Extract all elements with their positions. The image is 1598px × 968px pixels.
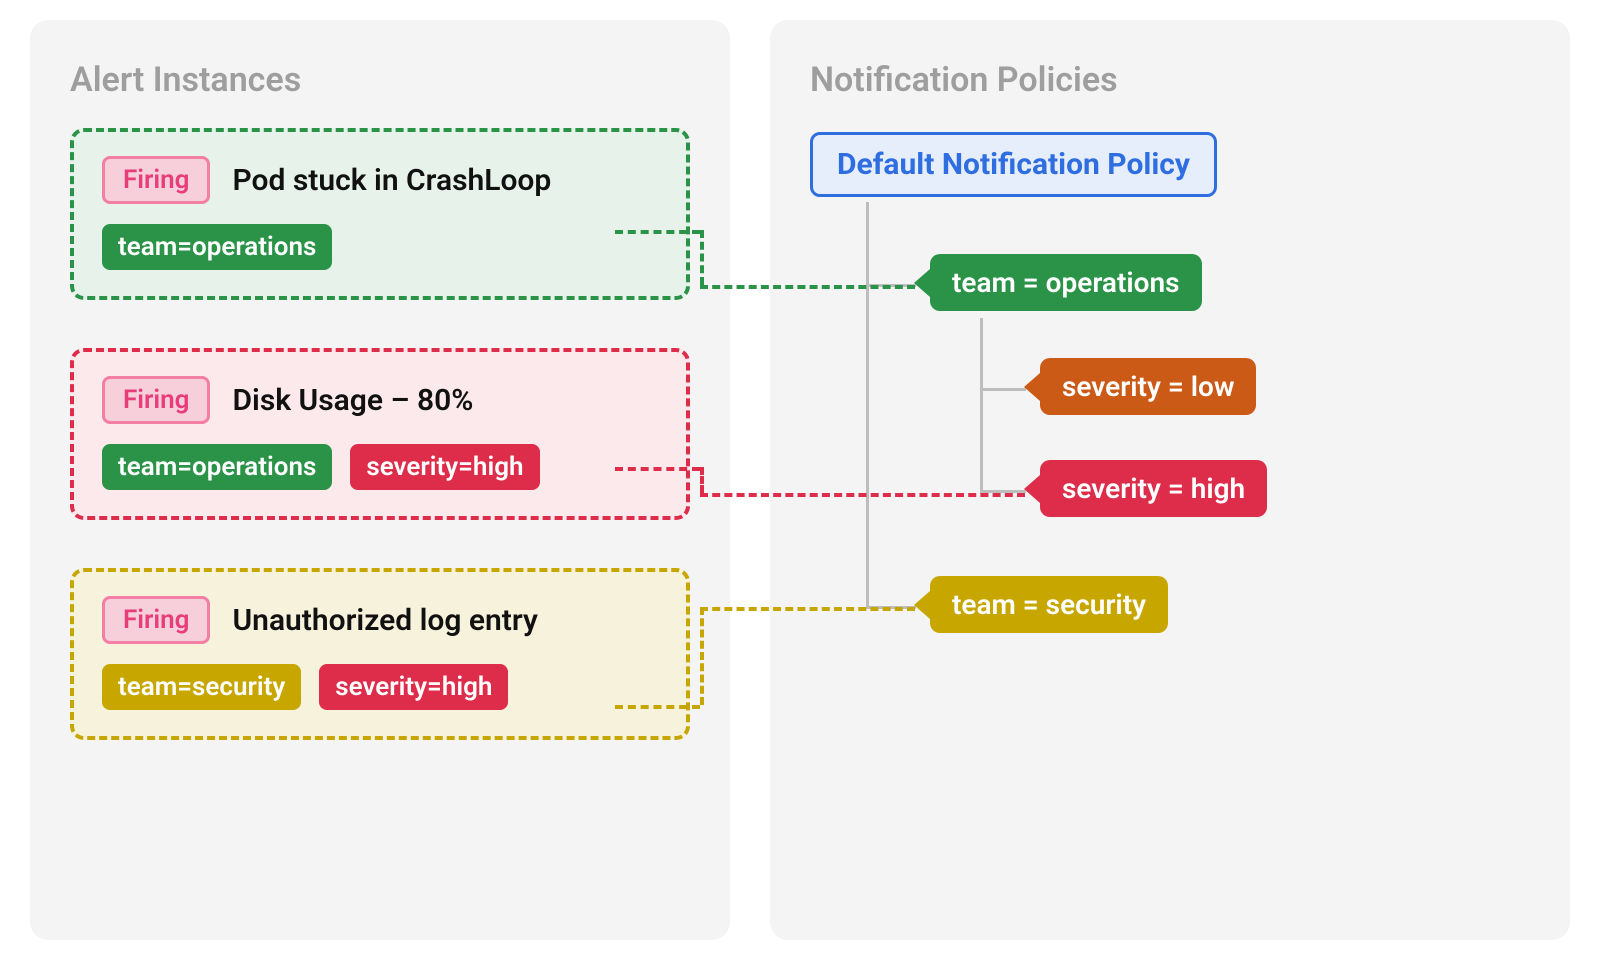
alert-title: Pod stuck in CrashLoop	[232, 163, 551, 198]
alert-instances-panel: Alert Instances Firing Pod stuck in Crash…	[30, 20, 730, 940]
tree-connector	[980, 388, 1026, 391]
alert-instances-title: Alert Instances	[70, 60, 690, 100]
alert-tag: severity=high	[319, 664, 508, 710]
alert-tag: team=operations	[102, 444, 332, 490]
alert-tag: team=security	[102, 664, 301, 710]
alert-card: Firing Unauthorized log entry team=securit…	[70, 568, 690, 740]
alert-card: Firing Disk Usage – 80% team=operations sev…	[70, 348, 690, 520]
alert-title: Disk Usage – 80%	[232, 383, 473, 418]
alert-tag: severity=high	[350, 444, 539, 490]
tree-connector	[866, 606, 916, 609]
tree-connector	[866, 202, 869, 608]
tree-connector	[866, 284, 916, 287]
firing-badge: Firing	[102, 376, 210, 424]
tree-connector	[980, 490, 1026, 493]
notification-policies-title: Notification Policies	[810, 60, 1530, 100]
default-policy-node: Default Notification Policy	[810, 132, 1217, 197]
alert-title: Unauthorized log entry	[232, 603, 537, 638]
alerts-container: Firing Pod stuck in CrashLoop team=operati…	[70, 128, 690, 740]
alert-tag: team=operations	[102, 224, 332, 270]
policy-node: severity = high	[1040, 460, 1267, 517]
policy-node: team = operations	[930, 254, 1202, 311]
tree-connector	[980, 318, 983, 494]
firing-badge: Firing	[102, 156, 210, 204]
policy-node: severity = low	[1040, 358, 1256, 415]
alert-card: Firing Pod stuck in CrashLoop team=operati…	[70, 128, 690, 300]
firing-badge: Firing	[102, 596, 210, 644]
policy-node: team = security	[930, 576, 1168, 633]
notification-policies-panel: Notification Policies Default Notificati…	[770, 20, 1570, 940]
